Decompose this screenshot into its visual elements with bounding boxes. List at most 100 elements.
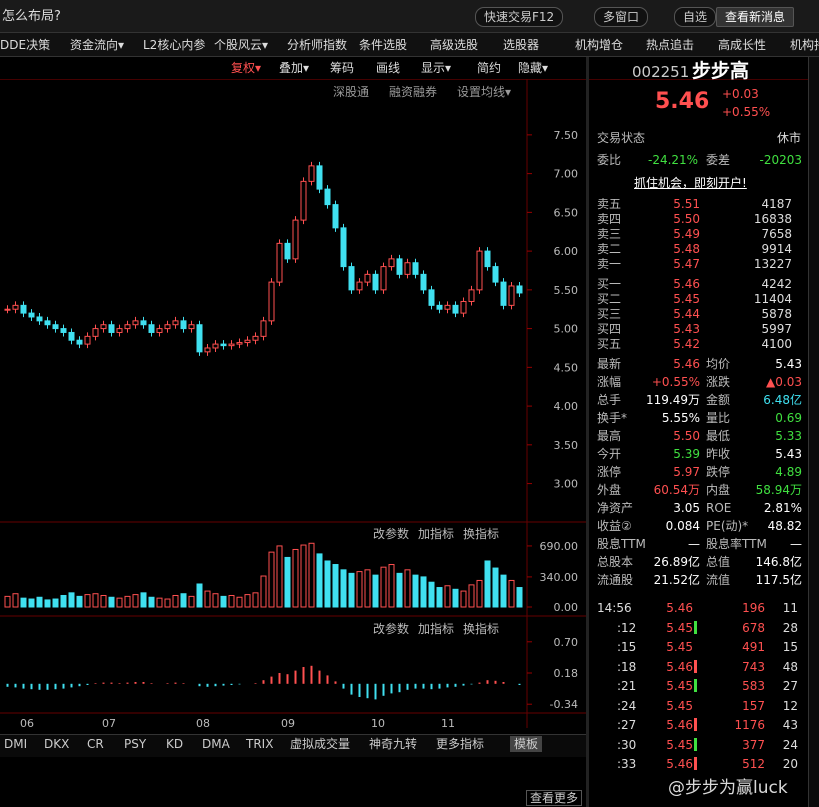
- toolbar-button[interactable]: 筹码: [330, 61, 355, 75]
- volume-bar: [28, 598, 35, 608]
- stat-label: 涨停: [597, 465, 622, 479]
- indicator-tab[interactable]: 更多指标: [436, 737, 485, 751]
- book-price: 5.44: [673, 307, 700, 321]
- volume-bar: [356, 571, 363, 608]
- price-link[interactable]: 设置均线▾: [457, 85, 512, 99]
- menu-item[interactable]: 高成长性: [718, 38, 767, 52]
- indicator-tab[interactable]: DMA: [202, 737, 230, 751]
- menu-item[interactable]: 分析师指数: [287, 38, 348, 52]
- volume-bar: [228, 594, 235, 608]
- stat-label: 流通股: [597, 573, 634, 587]
- tick-arrow: [694, 718, 697, 731]
- indicator-tab[interactable]: KD: [166, 737, 184, 751]
- book-volume: 9914: [761, 242, 792, 256]
- menu-item[interactable]: 个股风云▾: [214, 38, 269, 52]
- volume-bar: [324, 560, 331, 608]
- indicator-tab[interactable]: CR: [87, 737, 104, 751]
- diff-value: -20203: [759, 153, 802, 167]
- top-button[interactable]: 多窗口: [594, 7, 649, 27]
- toolbar-button[interactable]: 简约: [477, 61, 502, 75]
- toolbar-button[interactable]: 画线: [376, 61, 401, 75]
- candle: [332, 204, 339, 229]
- candle: [52, 324, 59, 330]
- indicator-tab[interactable]: 虚拟成交量: [290, 737, 351, 751]
- tick-price: 5.46: [666, 601, 693, 615]
- side-strip: [808, 57, 819, 807]
- price-link[interactable]: 融资融券: [389, 85, 438, 99]
- book-price: 5.42: [673, 337, 700, 351]
- indicator-tab[interactable]: 模板: [510, 736, 543, 752]
- y-tick-label: 690.00: [540, 540, 579, 553]
- stat-value: 5.55%: [661, 411, 700, 425]
- toolbar-button[interactable]: 复权▾: [231, 61, 262, 75]
- toolbar-button[interactable]: 显示▾: [421, 61, 452, 75]
- book-volume: 5997: [761, 322, 792, 336]
- tick-volume: 157: [742, 698, 765, 713]
- book-price: 5.49: [673, 227, 700, 241]
- volume-bar: [292, 548, 299, 608]
- y-tick-label: 340.00: [540, 571, 579, 584]
- book-label: 买三: [597, 307, 622, 321]
- ratio-label: 委比: [597, 153, 622, 167]
- stat-label: 总值: [706, 555, 731, 569]
- x-tick-label: 06: [20, 717, 34, 730]
- menu-item[interactable]: 机构增仓: [575, 38, 624, 52]
- book-price: 5.43: [673, 322, 700, 336]
- volume-bar: [76, 595, 83, 608]
- volume-bar: [52, 598, 59, 608]
- volume-bar: [372, 574, 379, 608]
- price-link[interactable]: 深股通: [333, 85, 370, 99]
- menu-item[interactable]: 条件选股: [359, 38, 408, 52]
- book-label: 买五: [597, 337, 622, 351]
- more-button[interactable]: 查看更多: [526, 790, 583, 806]
- menu-item[interactable]: 机构持: [790, 38, 819, 52]
- volume-bar: [476, 579, 483, 608]
- indicator-tab[interactable]: PSY: [124, 737, 147, 751]
- promo-link[interactable]: 抓住机会，即刻开户!: [634, 176, 747, 190]
- indicator-tab[interactable]: DMI: [4, 737, 28, 751]
- toolbar-button[interactable]: 叠加▾: [279, 61, 310, 75]
- volume-bar: [244, 594, 251, 608]
- menu-item[interactable]: L2核心内参: [143, 38, 206, 52]
- stat-value: 21.52亿: [653, 573, 700, 587]
- stat-value: —: [688, 537, 700, 551]
- volume-bar: [308, 542, 315, 608]
- panel-control[interactable]: 换指标: [463, 622, 500, 636]
- y-tick-label: 3.00: [554, 478, 579, 491]
- volume-bar: [44, 599, 51, 608]
- candle: [460, 300, 467, 314]
- indicator-tab[interactable]: DKX: [44, 737, 70, 751]
- menu-item[interactable]: 资金流向▾: [70, 38, 125, 52]
- stat-label: PE(动)*: [706, 519, 749, 533]
- tick-time: :33: [617, 757, 637, 771]
- stat-value: 5.39: [673, 447, 700, 461]
- menu-item[interactable]: 热点追击: [646, 38, 695, 52]
- volume-bar: [212, 593, 219, 608]
- menu-item[interactable]: DDE决策: [0, 38, 51, 52]
- panel-control[interactable]: 加指标: [418, 622, 455, 636]
- tick-count: 28: [782, 620, 798, 635]
- top-button[interactable]: 快速交易F12: [475, 7, 564, 27]
- volume-bar: [284, 556, 291, 608]
- stat-value: 117.5亿: [755, 573, 802, 587]
- panel-control[interactable]: 加指标: [418, 527, 455, 541]
- menu-item[interactable]: 高级选股: [430, 38, 479, 52]
- stock-change-pct: +0.55%: [722, 105, 771, 119]
- tick-count: 48: [782, 659, 798, 674]
- tick-time: :12: [617, 620, 637, 635]
- window-title: 怎么布局?: [2, 9, 61, 24]
- top-button[interactable]: 查看新消息: [716, 7, 795, 27]
- panel-control[interactable]: 改参数: [373, 527, 410, 541]
- indicator-tab[interactable]: TRIX: [246, 737, 274, 751]
- top-button[interactable]: 自选: [674, 7, 717, 27]
- tick-count: 11: [782, 601, 798, 615]
- book-label: 卖四: [597, 212, 622, 226]
- stat-value: +0.55%: [651, 375, 700, 389]
- panel-control[interactable]: 换指标: [463, 527, 500, 541]
- book-label: 卖五: [597, 197, 622, 211]
- candle: [28, 312, 35, 318]
- indicator-tab[interactable]: 神奇九转: [369, 737, 418, 751]
- toolbar-button[interactable]: 隐藏▾: [518, 61, 549, 75]
- panel-control[interactable]: 改参数: [373, 622, 410, 636]
- menu-item[interactable]: 选股器: [503, 38, 540, 52]
